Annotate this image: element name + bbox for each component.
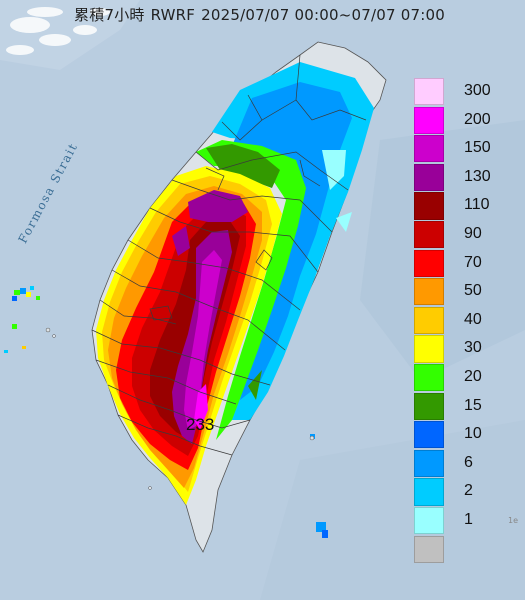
legend-swatch	[414, 249, 444, 277]
legend-swatch	[414, 535, 444, 563]
legend-label: 15	[464, 396, 482, 414]
legend-label: 130	[464, 167, 491, 185]
penghu-islands	[45, 327, 315, 490]
color-legend: 300 200 150 130 110 90 70 50 40 30 20 15 10 6 2 1	[414, 78, 514, 570]
legend-label: 30	[464, 339, 482, 357]
legend-label: 70	[464, 253, 482, 271]
legend-swatch	[414, 478, 444, 506]
legend-label: 10	[464, 425, 482, 443]
legend-swatch	[414, 306, 444, 335]
cloud-patches	[6, 7, 110, 55]
legend-swatch	[414, 449, 444, 478]
legend-label: 90	[464, 225, 482, 242]
rain-zone-1mm	[322, 150, 352, 232]
rain-zone-150mm	[184, 250, 222, 430]
legend-swatch	[414, 507, 444, 535]
legend-swatch	[414, 135, 444, 163]
legend-label: 40	[464, 310, 482, 328]
rain-zone-20mm	[196, 140, 306, 440]
rain-zone-200mm	[194, 384, 208, 430]
legend-label: 50	[464, 282, 482, 300]
legend-label: 6	[464, 453, 473, 471]
corner-mark: 1e	[508, 516, 519, 525]
legend-label: 300	[464, 82, 491, 99]
legend-swatch	[414, 364, 444, 392]
max-rainfall-label: 233	[186, 415, 215, 434]
legend-swatch	[414, 335, 444, 363]
legend-label: 1	[464, 511, 473, 528]
legend-label: 150	[464, 139, 491, 157]
legend-label: 2	[464, 482, 473, 500]
rain-zone-15mm	[206, 144, 280, 400]
legend-swatch	[414, 421, 444, 449]
legend-swatch	[414, 163, 444, 192]
title-period: 2025/07/07 00:00~07/07 07:00	[201, 6, 445, 24]
title-prefix: 累積7小時	[74, 6, 145, 24]
legend-swatch	[414, 221, 444, 249]
legend-swatch	[414, 192, 444, 220]
legend-swatch	[414, 106, 444, 134]
legend-label: 20	[464, 368, 482, 385]
legend-swatch	[414, 278, 444, 306]
legend-swatch	[414, 392, 444, 420]
legend-label: 110	[464, 196, 490, 214]
rain-zone-130mm-north	[172, 190, 248, 256]
legend-swatch	[414, 78, 444, 106]
title-source: RWRF	[150, 6, 196, 24]
map-title: 累積7小時 RWRF 2025/07/07 00:00~07/07 07:00	[0, 4, 525, 25]
legend-label: 200	[464, 110, 491, 128]
county-boundaries	[91, 54, 367, 456]
